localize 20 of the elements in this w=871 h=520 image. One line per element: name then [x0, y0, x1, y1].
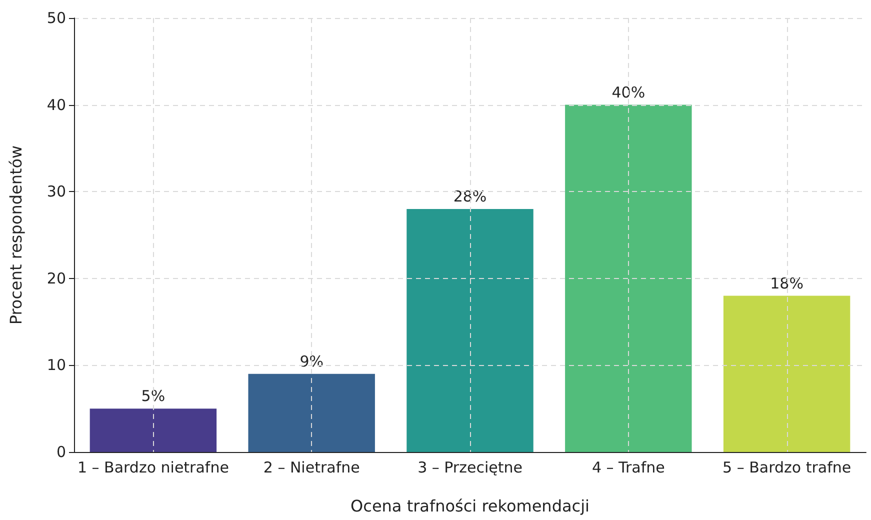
bar: [723, 296, 850, 452]
y-axis-title: Procent respondentów: [6, 145, 26, 325]
data-label: 5%: [141, 387, 166, 406]
y-tick-label: 50: [46, 9, 66, 27]
x-axis-title: Ocena trafności rekomendacji: [350, 496, 590, 516]
x-tick-label: 4 – Trafne: [592, 458, 665, 476]
x-tick-label: 1 – Bardzo nietrafne: [77, 458, 229, 476]
bar: [406, 208, 534, 452]
bar: [248, 374, 375, 452]
x-tick-label: 2 – Nietrafne: [263, 458, 360, 476]
x-tick-label: 3 – Przeciętne: [418, 458, 522, 476]
bar: [565, 104, 692, 452]
bar: [90, 408, 217, 452]
y-tick-label: 10: [46, 356, 66, 374]
y-tick-label: 20: [46, 269, 66, 288]
x-tick-label: 5 – Bardzo trafne: [722, 458, 852, 476]
y-tick-label: 40: [46, 96, 66, 114]
data-label: 40%: [612, 83, 646, 102]
y-tick-label: 30: [46, 182, 66, 201]
y-tick-label: 0: [56, 443, 66, 461]
